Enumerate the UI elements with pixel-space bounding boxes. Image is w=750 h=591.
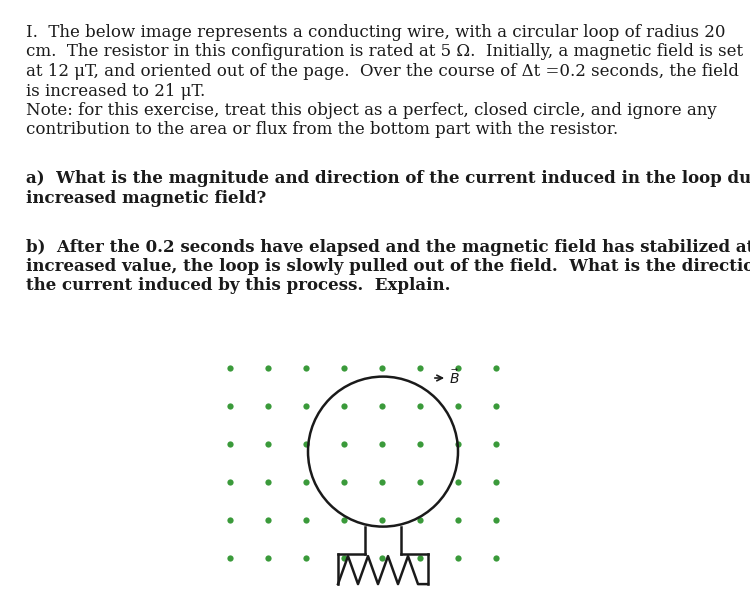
- Text: I.  The below image represents a conducting wire, with a circular loop of radius: I. The below image represents a conducti…: [26, 24, 725, 41]
- Text: increased value, the loop is slowly pulled out of the field.  What is the direct: increased value, the loop is slowly pull…: [26, 258, 750, 275]
- Text: is increased to 21 μT.: is increased to 21 μT.: [26, 83, 206, 99]
- Text: contribution to the area or flux from the bottom part with the resistor.: contribution to the area or flux from th…: [26, 122, 618, 138]
- Text: cm.  The resistor in this configuration is rated at 5 Ω.  Initially, a magnetic : cm. The resistor in this configuration i…: [26, 44, 743, 60]
- Text: the current induced by this process.  Explain.: the current induced by this process. Exp…: [26, 278, 451, 294]
- Text: $\vec{B}$: $\vec{B}$: [449, 369, 460, 387]
- Text: b)  After the 0.2 seconds have elapsed and the magnetic field has stabilized at : b) After the 0.2 seconds have elapsed an…: [26, 239, 750, 255]
- Text: increased magnetic field?: increased magnetic field?: [26, 190, 266, 207]
- Text: at 12 μT, and oriented out of the page.  Over the course of Δt =0.2 seconds, the: at 12 μT, and oriented out of the page. …: [26, 63, 739, 80]
- Text: Note: for this exercise, treat this object as a perfect, closed circle, and igno: Note: for this exercise, treat this obje…: [26, 102, 717, 119]
- Text: a)  What is the magnitude and direction of the current induced in the loop due t: a) What is the magnitude and direction o…: [26, 170, 750, 187]
